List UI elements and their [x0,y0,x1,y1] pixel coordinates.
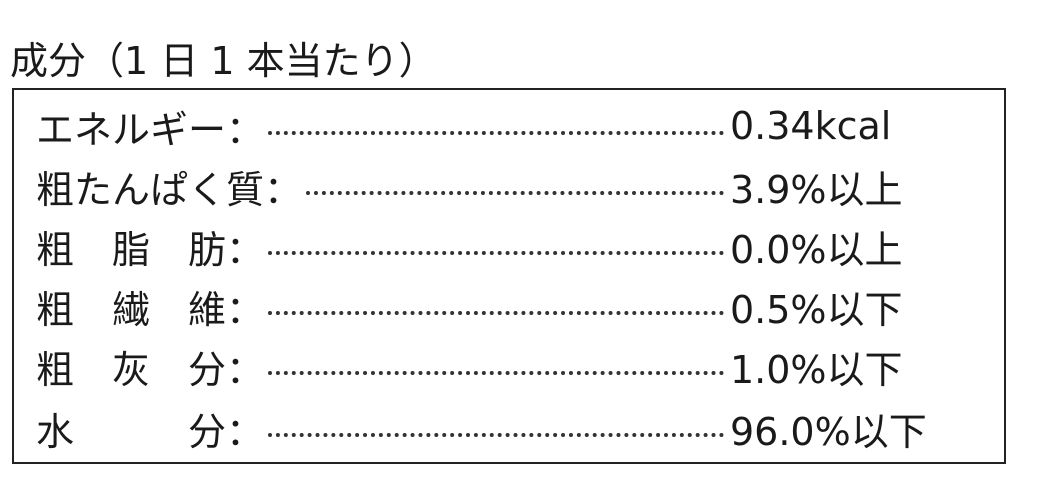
nutrient-label: 粗 繊 維： [36,287,265,332]
nutrient-label: 粗 灰 分： [36,347,265,392]
dot-leader [306,191,724,195]
dot-leader [268,371,724,375]
nutrient-value: 0.5%以下 [730,287,903,332]
nutrient-value: 96.0%以下 [730,409,927,454]
nutrient-value: 1.0%以下 [730,347,903,392]
nutrient-value: 3.9%以上 [730,167,903,212]
nutrient-value: 0.0%以上 [730,227,903,272]
nutrient-label: 粗たんぱく質： [36,167,303,212]
nutrition-row: 粗 灰 分： 1.0%以下 [36,336,976,396]
nutrient-value: 0.34kcal [730,104,892,148]
nutrient-label: エネルギー： [36,107,265,152]
section-title: 成分（1 日 1 本当たり） [10,39,437,83]
nutrition-row: 粗たんぱく質： 3.9%以上 [36,156,976,216]
nutrition-table: エネルギー： 0.34kcal 粗たんぱく質： 3.9%以上 粗 脂 肪： 0.… [12,88,1006,464]
nutrition-row: エネルギー： 0.34kcal [36,96,976,156]
dot-leader [268,251,724,255]
nutrition-row: 粗 脂 肪： 0.0%以上 [36,216,976,276]
nutrition-row: 粗 繊 維： 0.5%以下 [36,276,976,336]
nutrition-row: 水 分： 96.0%以下 [36,398,976,458]
nutrient-label: 粗 脂 肪： [36,227,265,272]
dot-leader [268,311,724,315]
nutrient-label: 水 分： [36,409,265,454]
dot-leader [268,433,724,437]
dot-leader [268,131,724,135]
